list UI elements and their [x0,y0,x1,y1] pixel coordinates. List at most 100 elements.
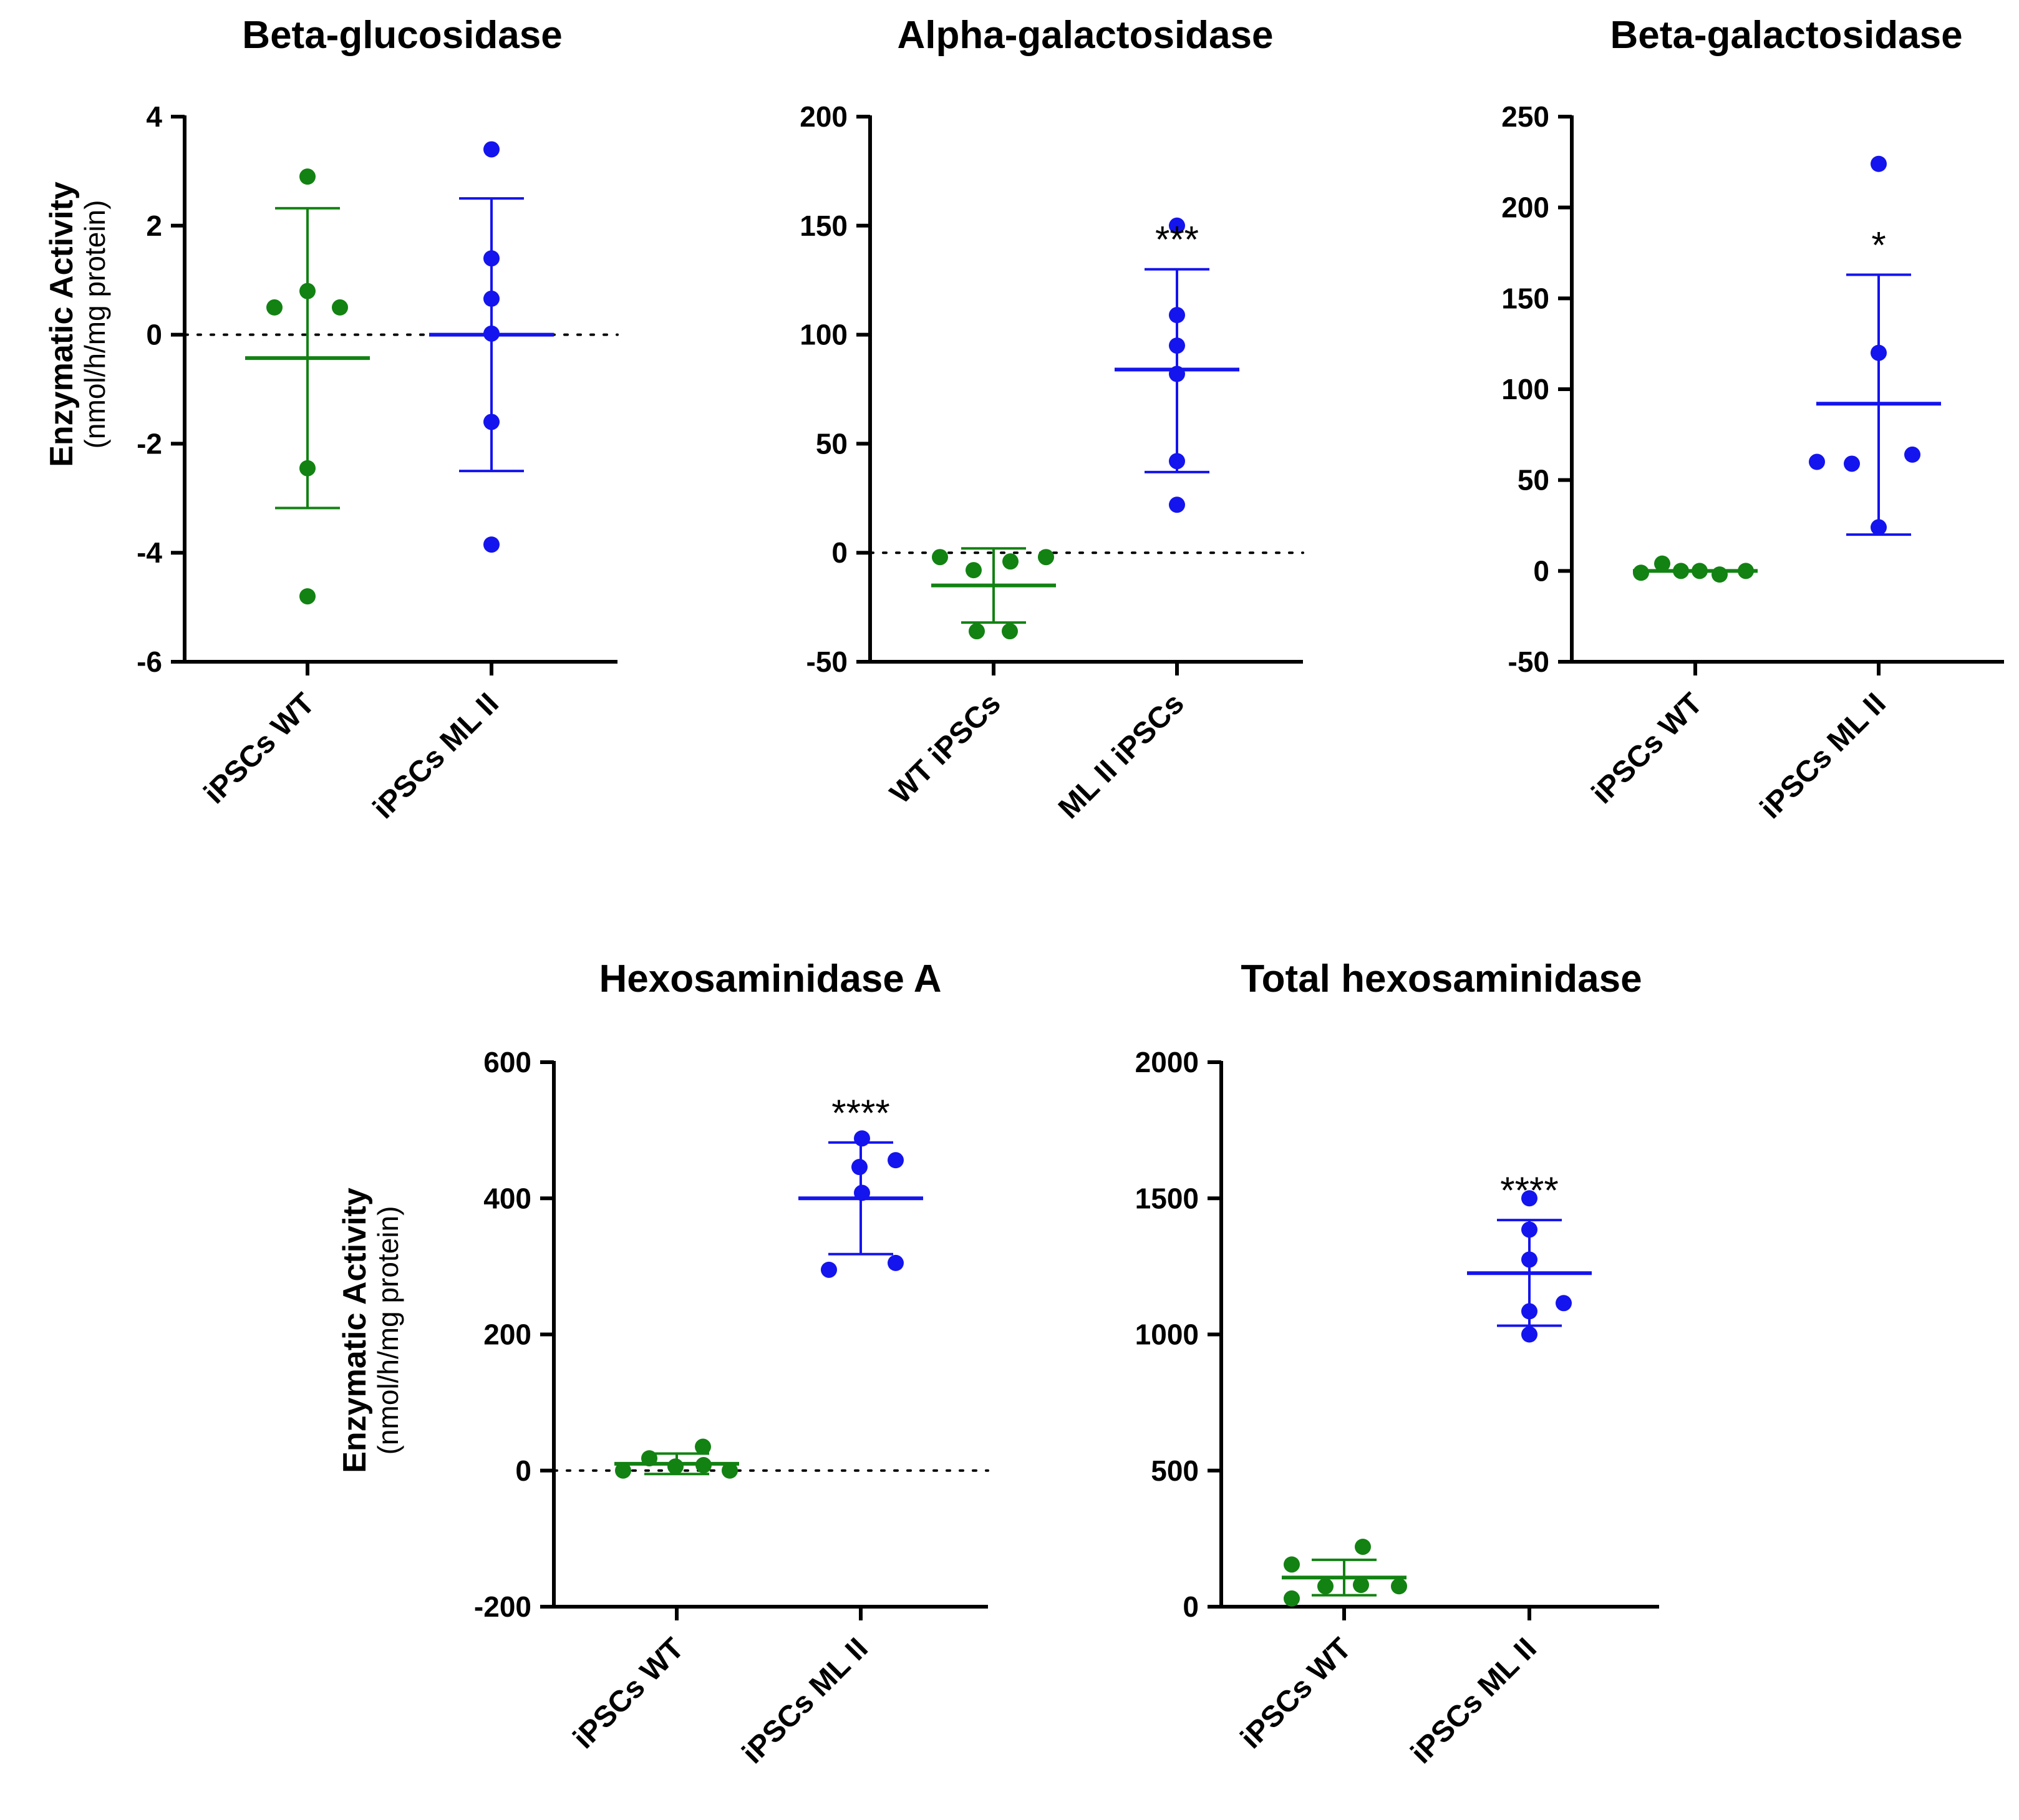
x-category-label: iPSCs ML II [1405,1632,1543,1770]
data-point [299,588,316,605]
y-axis-subtitle: (nmol/h/mg protein) [372,1206,404,1455]
panel-4: Hexosaminidase A Enzymatic Activity(nmol/… [337,957,989,1770]
x-category-label: iPSCs WT [198,687,321,810]
series-ml-ii: * [1809,155,1941,536]
panel-title: Beta-galactosidase [1610,14,1962,57]
panel-2: Alpha-galactosidase 200 150 100 50 0 -50 WT iPS… [800,14,1304,825]
y-axis-title: Enzymatic Activity [337,1188,373,1473]
data-point [854,1130,870,1147]
y-tick-label: 0 [1183,1590,1199,1623]
panel-title: Alpha-galactosidase [898,14,1274,57]
data-point [722,1462,738,1479]
data-point [299,460,316,477]
data-point [1633,564,1649,581]
y-axis-label: Enzymatic Activity(nmol/h/mg protein) [337,1188,404,1473]
y-tick-label: -6 [137,646,162,678]
y-tick-label: 0 [146,319,162,351]
series-wt [1282,1538,1407,1607]
data-point [1521,1326,1537,1343]
data-point [1521,1251,1537,1268]
panel-5: Total hexosaminidase 2000 1500 1000 500 0 iPSC… [1135,957,1659,1770]
data-point [266,299,283,316]
y-tick-label: 200 [483,1319,531,1351]
data-point [483,536,500,553]
data-point [695,1457,712,1474]
x-category-label: iPSCs WT [1586,687,1709,810]
data-point [1521,1190,1537,1207]
y-tick-label: -4 [137,536,162,569]
data-point [1738,563,1754,579]
data-point [1521,1303,1537,1320]
y-tick-label: 500 [1151,1455,1199,1487]
data-point [1169,307,1185,324]
data-point [1169,453,1185,470]
data-point [1844,455,1860,472]
data-point [483,290,500,307]
data-point [1904,446,1920,463]
data-point [695,1438,711,1455]
data-point [299,168,316,185]
data-point [1317,1578,1334,1595]
data-point [1673,563,1689,579]
y-tick-label: 1500 [1135,1182,1199,1214]
data-point [299,283,316,299]
data-point [483,325,500,342]
y-tick-label: 1000 [1135,1319,1199,1351]
data-point [1871,344,1887,361]
series-wt [1633,555,1758,583]
y-tick-label: 50 [1518,464,1549,496]
series-ml-ii [429,141,554,553]
data-point [888,1152,904,1169]
data-point [821,1261,837,1278]
x-category-label: iPSCs ML II [1754,687,1892,825]
data-point [1284,1556,1300,1573]
series-wt [245,168,370,605]
x-category-label: iPSCs ML II [736,1632,874,1770]
data-point [1871,519,1887,536]
y-tick-label: 0 [831,536,848,569]
data-point [1169,496,1185,513]
data-point [1809,453,1825,470]
data-point [1521,1221,1537,1238]
series-ml-ii: **** [1467,1169,1592,1343]
data-point [1692,563,1708,579]
data-point [1284,1590,1300,1607]
series-wt [614,1438,739,1479]
y-tick-label: 200 [1501,191,1549,224]
y-tick-label: 150 [1501,282,1549,314]
x-category-label: iPSCs WT [1234,1632,1358,1755]
data-point [969,623,985,640]
y-tick-label: 200 [800,100,848,133]
data-point [851,1159,868,1176]
data-point [854,1184,870,1201]
y-tick-label: 50 [816,427,848,460]
panel-title: Beta-glucosidase [242,14,562,57]
data-point [483,141,500,158]
data-point [1712,566,1728,583]
series-ml-ii: *** [1115,217,1239,513]
y-axis-label: Enzymatic Activity(nmol/h/mg protein) [44,182,111,467]
y-tick-label: 100 [1501,373,1549,405]
y-tick-label: 400 [483,1182,531,1214]
y-tick-label: 150 [800,210,848,242]
data-point [1002,553,1019,570]
data-point [932,549,948,566]
y-axis-title: Enzymatic Activity [44,182,80,467]
significance-label: *** [1155,219,1199,261]
data-point [966,562,982,579]
data-point [1355,1538,1371,1555]
y-tick-label: -2 [137,427,162,460]
panel-title: Total hexosaminidase [1241,957,1642,1000]
data-point [1002,623,1018,640]
data-point [1038,549,1054,566]
data-point [667,1458,684,1475]
y-tick-label: 250 [1501,100,1549,133]
x-category-label: ML II iPSCs [1052,687,1191,825]
y-tick-label: 0 [1533,554,1549,587]
y-tick-label: -50 [1508,646,1549,678]
panel-title: Hexosaminidase A [599,957,941,1000]
data-point [1169,217,1185,234]
significance-label: **** [831,1092,889,1134]
panel-3: Beta-galactosidase 250 200 150 100 50 0 -50 iPSC… [1501,14,2004,825]
